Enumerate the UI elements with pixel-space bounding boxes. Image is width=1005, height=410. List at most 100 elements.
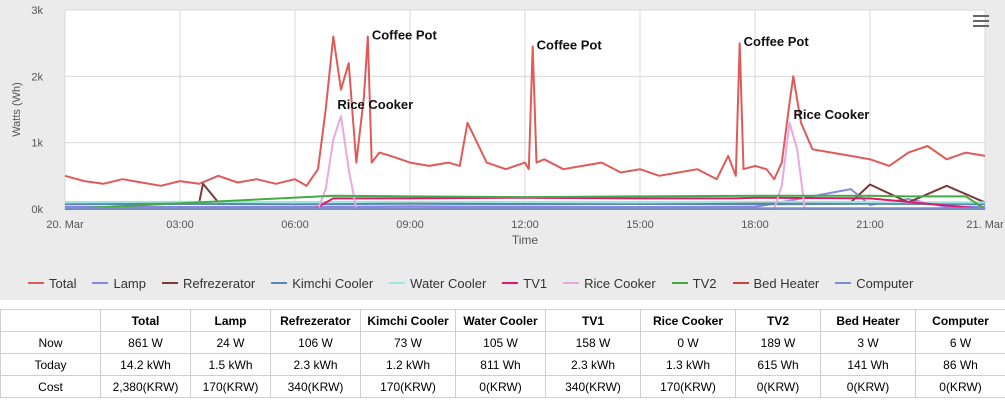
y-tick-label: 1k bbox=[31, 138, 43, 150]
legend-swatch bbox=[162, 282, 178, 284]
series-line-tv2 bbox=[64, 194, 986, 210]
annotation-label: Coffee Pot bbox=[537, 37, 603, 52]
legend-label: Refrezerator bbox=[183, 275, 256, 291]
table-cell: 170(KRW) bbox=[190, 375, 271, 398]
legend-swatch bbox=[563, 282, 580, 284]
line-chart: 0k 1k 2k 3k 20. Mar 03:00 06:00 09:00 12:00 15:00… bbox=[11, 5, 1004, 247]
table-cell: 86 Wh bbox=[915, 353, 1005, 376]
legend-label: Total bbox=[49, 275, 77, 291]
legend-item-refrezerator[interactable]: Refrezerator bbox=[162, 276, 255, 291]
table-cell: 24 W bbox=[190, 331, 271, 354]
table-cell: 0(KRW) bbox=[915, 375, 1005, 398]
table-cell: 1.2 kWh bbox=[360, 353, 456, 376]
legend-item-tv2[interactable]: TV2 bbox=[671, 275, 717, 291]
table-header-cell: Bed Heater bbox=[820, 309, 916, 332]
legend-label: Kimchi Cooler bbox=[292, 275, 374, 291]
table-cell: 861 W bbox=[100, 331, 191, 354]
x-axis-title: Time bbox=[512, 233, 539, 247]
x-tick-label: 18:00 bbox=[741, 219, 769, 231]
y-tick-label: 0k bbox=[31, 204, 43, 216]
table-cell: 811 Wh bbox=[455, 353, 546, 376]
table-header-cell: Refrezerator bbox=[270, 309, 361, 332]
series-line-tv1 bbox=[65, 196, 986, 210]
x-tick-label: 03:00 bbox=[166, 219, 194, 231]
table-cell: 14.2 kWh bbox=[100, 353, 191, 376]
legend-item-tv1[interactable]: TV1 bbox=[502, 276, 547, 291]
table-cell: 340(KRW) bbox=[545, 375, 641, 398]
table-cell: 340(KRW) bbox=[270, 375, 361, 398]
x-tick-label: 06:00 bbox=[281, 219, 309, 231]
x-tick-label: 15:00 bbox=[626, 219, 654, 231]
y-tick-label: 3k bbox=[31, 5, 43, 17]
table-header-cell: TV1 bbox=[545, 309, 641, 332]
series-line-total bbox=[64, 35, 986, 187]
table-cell: 615 Wh bbox=[735, 353, 821, 376]
annotation-label: Rice Cooker bbox=[794, 107, 870, 122]
legend-label: TV1 bbox=[523, 275, 548, 291]
table-row: Today 14.2 kWh 1.5 kWh 2.3 kWh 1.2 kWh 811 Wh… bbox=[0, 353, 1005, 376]
x-tick-label: 20. Mar bbox=[46, 219, 84, 231]
table-cell: Now bbox=[0, 331, 101, 354]
legend-item-water-cooler[interactable]: Water Cooler bbox=[389, 276, 486, 291]
table-row: Cost 2,380(KRW) 170(KRW) 340(KRW) 170(KRW) 0(… bbox=[0, 375, 1005, 398]
chart-legend: Total Lamp Refrezerator Kimchi Cooler Water … bbox=[0, 272, 1005, 294]
table-header-cell bbox=[0, 309, 101, 332]
x-tick-label: 12:00 bbox=[511, 219, 539, 231]
x-tick-label: 21. Mar bbox=[966, 219, 1004, 231]
legend-swatch bbox=[732, 282, 749, 284]
legend-item-bed-heater[interactable]: Bed Heater bbox=[732, 275, 820, 291]
usage-table-wrap: Total Lamp Refrezerator Kimchi Cooler Water … bbox=[0, 309, 1005, 398]
x-tick-label: 21:00 bbox=[856, 219, 884, 231]
table-cell: 1.5 kWh bbox=[190, 353, 271, 376]
legend-item-total[interactable]: Total bbox=[28, 276, 76, 291]
table-cell: Cost bbox=[0, 375, 101, 398]
table-cell: 0(KRW) bbox=[735, 375, 821, 398]
legend-item-computer[interactable]: Computer bbox=[835, 276, 913, 291]
legend-item-lamp[interactable]: Lamp bbox=[92, 276, 146, 291]
table-cell: 1.3 kWh bbox=[640, 353, 736, 376]
x-tick-label: 09:00 bbox=[396, 219, 424, 231]
series-line-kimchi-cooler bbox=[64, 202, 986, 206]
table-header-cell: Computer bbox=[915, 309, 1005, 332]
table-cell: 2.3 kWh bbox=[270, 353, 361, 376]
legend-swatch bbox=[671, 282, 688, 284]
table-cell: 170(KRW) bbox=[360, 375, 456, 398]
y-tick-label: 2k bbox=[31, 71, 43, 83]
legend-label: Computer bbox=[856, 275, 914, 291]
legend-item-kimchi-cooler[interactable]: Kimchi Cooler bbox=[271, 276, 373, 291]
usage-table: Total Lamp Refrezerator Kimchi Cooler Water … bbox=[0, 309, 1005, 398]
legend-swatch bbox=[28, 282, 44, 284]
annotation-label: Rice Cooker bbox=[337, 97, 413, 112]
annotation-label: Coffee Pot bbox=[372, 28, 438, 43]
legend-item-rice-cooker[interactable]: Rice Cooker bbox=[563, 276, 656, 291]
table-cell: 158 W bbox=[545, 331, 641, 354]
table-cell: 105 W bbox=[455, 331, 546, 354]
table-cell: 0(KRW) bbox=[455, 375, 546, 398]
table-cell: 73 W bbox=[360, 331, 456, 354]
table-cell: 0(KRW) bbox=[820, 375, 916, 398]
legend-label: TV2 bbox=[692, 275, 717, 291]
table-header-cell: TV2 bbox=[735, 309, 821, 332]
table-cell: Today bbox=[0, 353, 101, 376]
table-cell: 189 W bbox=[735, 331, 821, 354]
table-cell: 3 W bbox=[820, 331, 916, 354]
legend-swatch bbox=[92, 282, 109, 284]
table-cell: 106 W bbox=[270, 331, 361, 354]
legend-swatch bbox=[389, 282, 406, 284]
table-cell: 170(KRW) bbox=[640, 375, 736, 398]
legend-swatch bbox=[502, 282, 519, 284]
table-cell: 6 W bbox=[915, 331, 1005, 354]
chart-menu-icon[interactable] bbox=[971, 12, 991, 32]
legend-label: Water Cooler bbox=[410, 275, 487, 291]
legend-swatch bbox=[271, 282, 288, 284]
table-header-cell: Rice Cooker bbox=[640, 309, 736, 332]
chart-area: 0k 1k 2k 3k 20. Mar 03:00 06:00 09:00 12:00 15:00… bbox=[0, 0, 1005, 300]
legend-label: Bed Heater bbox=[753, 275, 820, 291]
table-header-cell: Water Cooler bbox=[455, 309, 546, 332]
legend-label: Rice Cooker bbox=[584, 275, 656, 291]
legend-label: Lamp bbox=[113, 275, 146, 291]
table-header-cell: Total bbox=[100, 309, 191, 332]
table-header-row: Total Lamp Refrezerator Kimchi Cooler Water … bbox=[0, 309, 1005, 332]
table-header-cell: Kimchi Cooler bbox=[360, 309, 456, 332]
